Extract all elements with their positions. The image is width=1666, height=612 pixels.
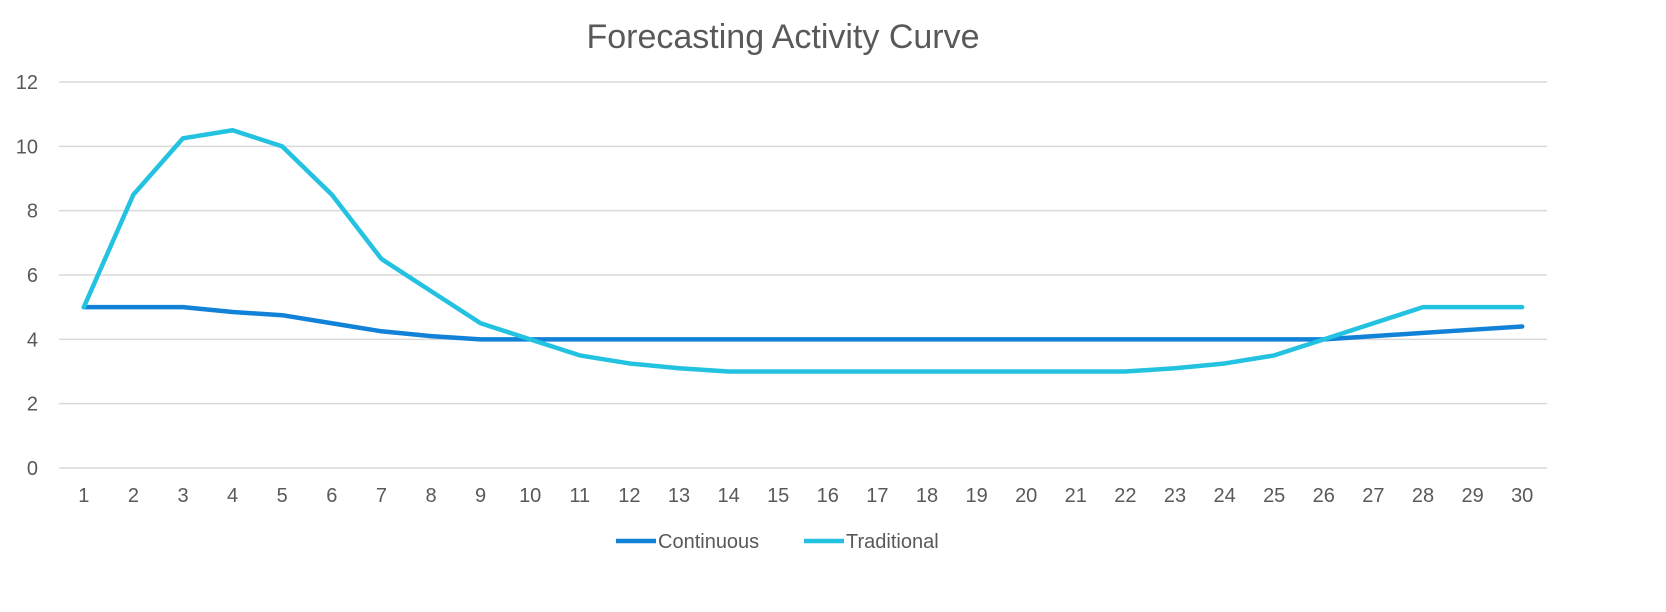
series-line-continuous xyxy=(84,307,1522,339)
x-tick-label: 14 xyxy=(717,485,739,507)
x-tick-label: 2 xyxy=(128,485,139,507)
chart-title: Forecasting Activity Curve xyxy=(586,18,979,56)
x-tick-label: 24 xyxy=(1213,485,1235,507)
x-tick-label: 17 xyxy=(866,485,888,507)
x-tick-label: 26 xyxy=(1313,485,1335,507)
x-tick-label: 6 xyxy=(326,485,337,507)
y-tick-label: 4 xyxy=(27,329,38,351)
x-tick-label: 8 xyxy=(425,485,436,507)
y-tick-label: 0 xyxy=(27,458,38,480)
x-tick-label: 18 xyxy=(916,485,938,507)
x-tick-label: 4 xyxy=(227,485,238,507)
y-tick-label: 12 xyxy=(16,72,38,94)
x-tick-label: 13 xyxy=(668,485,690,507)
legend-label: Continuous xyxy=(658,531,759,553)
x-tick-label: 10 xyxy=(519,485,541,507)
legend-item-traditional[interactable]: Traditional xyxy=(804,531,939,553)
y-tick-label: 2 xyxy=(27,394,38,416)
x-tick-label: 30 xyxy=(1511,485,1533,507)
x-tick-label: 7 xyxy=(376,485,387,507)
x-tick-label: 25 xyxy=(1263,485,1285,507)
x-tick-label: 9 xyxy=(475,485,486,507)
x-tick-label: 1 xyxy=(78,485,89,507)
y-tick-label: 6 xyxy=(27,265,38,287)
x-tick-label: 3 xyxy=(177,485,188,507)
x-tick-label: 21 xyxy=(1065,485,1087,507)
x-tick-label: 11 xyxy=(569,485,590,507)
x-tick-label: 16 xyxy=(817,485,839,507)
y-tick-label: 10 xyxy=(16,136,38,158)
x-tick-label: 27 xyxy=(1362,485,1384,507)
legend-item-continuous[interactable]: Continuous xyxy=(616,531,759,553)
series-line-traditional xyxy=(84,130,1522,371)
series-lines xyxy=(84,130,1523,371)
legend: Continuous Traditional xyxy=(616,531,939,553)
legend-label: Traditional xyxy=(846,531,939,553)
x-tick-label: 19 xyxy=(965,485,987,507)
x-tick-label: 12 xyxy=(618,485,640,507)
x-tick-label: 15 xyxy=(767,485,789,507)
x-tick-label: 29 xyxy=(1461,485,1483,507)
y-tick-label: 8 xyxy=(27,201,38,223)
y-axis-ticks: 0 2 4 6 8 10 12 xyxy=(16,72,38,480)
x-tick-label: 28 xyxy=(1412,485,1434,507)
gridlines xyxy=(59,82,1547,468)
x-tick-label: 20 xyxy=(1015,485,1037,507)
x-tick-label: 5 xyxy=(277,485,288,507)
x-tick-label: 22 xyxy=(1114,485,1136,507)
x-tick-label: 23 xyxy=(1164,485,1186,507)
